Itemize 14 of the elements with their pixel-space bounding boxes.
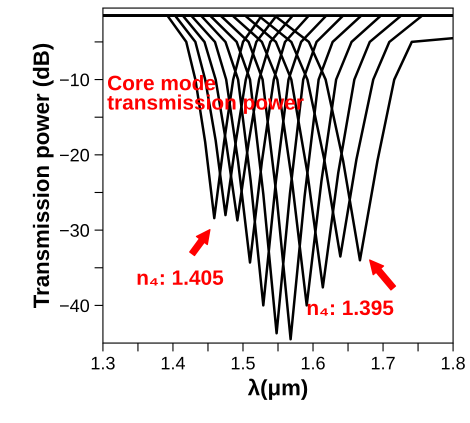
annotation: n₄: 1.405 <box>138 270 224 286</box>
x-tick-label: 1.8 <box>442 356 465 370</box>
y-tick-label: −30 <box>60 224 90 237</box>
x-tick-label: 1.6 <box>302 356 325 370</box>
y-tick-label: −40 <box>60 299 90 312</box>
annotation: n₄: 1.395 <box>308 300 394 316</box>
y-tick-label: −10 <box>60 73 90 86</box>
y-axis-title: Transmission power (dB) <box>32 44 54 308</box>
x-tick-label: 1.5 <box>232 356 255 370</box>
x-tick-label: 1.4 <box>162 356 185 370</box>
x-tick-label: 1.7 <box>372 356 395 370</box>
x-tick-label: 1.3 <box>92 356 115 370</box>
x-axis-title: λ(μm) <box>248 378 308 400</box>
y-tick-label: −20 <box>60 148 90 162</box>
